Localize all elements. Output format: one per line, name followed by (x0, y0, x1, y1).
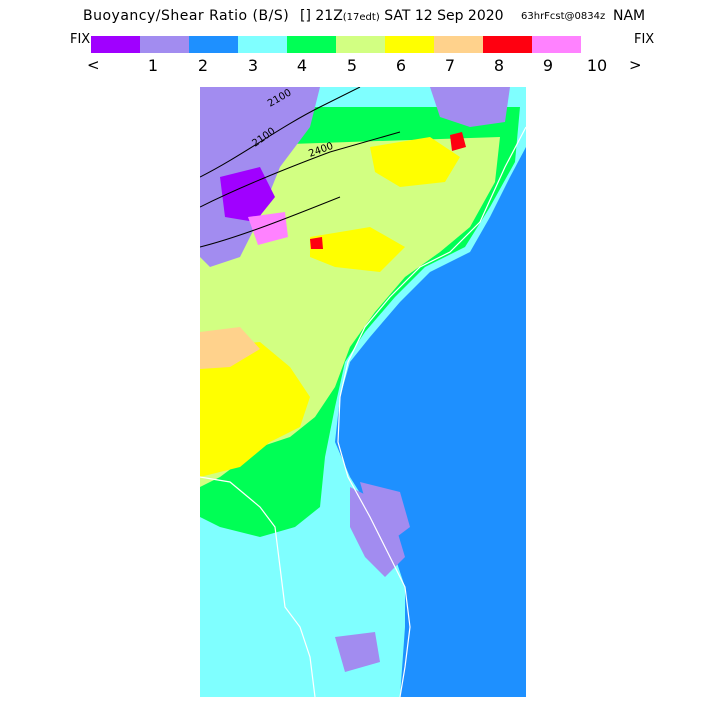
legend-swatch (336, 36, 385, 53)
previous-arrow-button[interactable]: < (87, 56, 100, 74)
legend-tick: 8 (493, 56, 505, 75)
land-region-peach (200, 327, 260, 369)
legend-swatch (287, 36, 336, 53)
valid-date: SAT 12 Sep 2020 (384, 8, 504, 24)
legend-swatch (385, 36, 434, 53)
legend-tick: 9 (542, 56, 554, 75)
land-region-lavender-ne (430, 87, 510, 127)
fix-left-button[interactable]: FIX (70, 32, 91, 47)
legend-tick: 10 (586, 56, 608, 75)
land-region-purple (220, 167, 275, 222)
valid-time: [] 21Z(17edt) SAT 12 Sep 2020 (300, 8, 504, 24)
field-name: Buoyancy/Shear Ratio (B/S) (83, 8, 290, 24)
map-title: Buoyancy/Shear Ratio (B/S) [] 21Z(17edt)… (0, 8, 726, 28)
legend-tick: 7 (444, 56, 456, 75)
land-region-magenta (248, 212, 288, 245)
legend-swatch (483, 36, 532, 53)
legend-tick: 4 (296, 56, 308, 75)
legend-swatch (140, 36, 189, 53)
forecast-map[interactable]: 2100 2100 2400 (200, 87, 526, 697)
ocean-region-lavender (360, 482, 410, 542)
legend-swatch (91, 36, 140, 53)
map-canvas: 2100 2100 2400 (200, 87, 526, 697)
legend-tick: 1 (147, 56, 159, 75)
local-time: (17edt) (342, 12, 380, 23)
land-region-red-small (310, 237, 323, 249)
legend-tick: 3 (247, 56, 259, 75)
legend-swatch (532, 36, 581, 53)
legend-swatch (189, 36, 238, 53)
valid-hour: [] 21Z (300, 8, 343, 24)
land-region-yellow-north (370, 137, 460, 187)
legend-swatch (238, 36, 287, 53)
land-region-yellow-mid (310, 227, 405, 272)
legend-swatch (434, 36, 483, 53)
color-legend (91, 36, 581, 53)
land-region-lavender-fl-south (335, 632, 380, 672)
legend-tick: 2 (197, 56, 209, 75)
coastline (337, 126, 526, 697)
forecast-hour: 63hrFcst@0834z (521, 11, 606, 22)
land-region-red (450, 132, 466, 151)
gulf-coastline (200, 476, 316, 697)
height-contour (200, 87, 361, 178)
next-arrow-button[interactable]: > (629, 56, 642, 74)
legend-tick: 6 (395, 56, 407, 75)
height-contour (200, 131, 401, 208)
model-name: NAM (613, 8, 646, 24)
fix-right-button[interactable]: FIX (634, 32, 655, 47)
land-region-yellow (200, 342, 310, 477)
legend-tick: 5 (346, 56, 358, 75)
height-contour (200, 196, 341, 248)
